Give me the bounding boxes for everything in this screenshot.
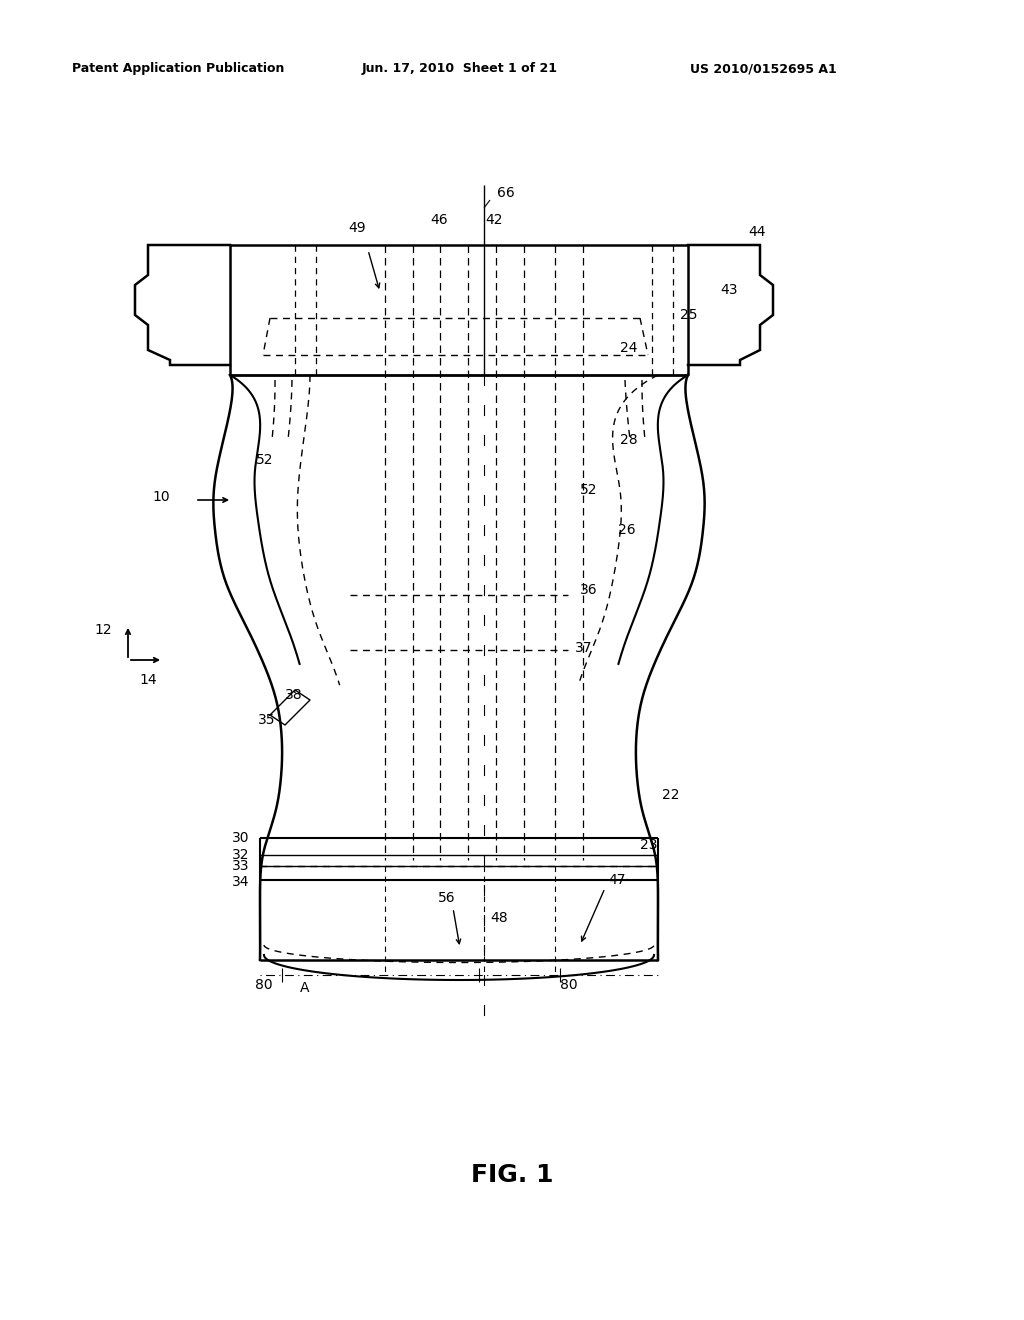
Text: 42: 42 xyxy=(485,213,503,227)
Text: 44: 44 xyxy=(748,224,766,239)
Text: 48: 48 xyxy=(490,911,508,925)
Text: 34: 34 xyxy=(232,875,250,888)
Text: 43: 43 xyxy=(720,282,737,297)
Text: 52: 52 xyxy=(580,483,597,498)
Text: 25: 25 xyxy=(680,308,697,322)
Text: 56: 56 xyxy=(438,891,456,906)
Text: 10: 10 xyxy=(152,490,170,504)
Text: 12: 12 xyxy=(94,623,112,638)
Text: 14: 14 xyxy=(139,673,157,686)
Text: Jun. 17, 2010  Sheet 1 of 21: Jun. 17, 2010 Sheet 1 of 21 xyxy=(362,62,558,75)
Text: 24: 24 xyxy=(620,341,638,355)
Text: 80: 80 xyxy=(560,978,578,993)
Text: 38: 38 xyxy=(285,688,303,702)
Text: US 2010/0152695 A1: US 2010/0152695 A1 xyxy=(690,62,837,75)
Text: A: A xyxy=(300,981,309,995)
Text: 26: 26 xyxy=(618,523,636,537)
Text: 46: 46 xyxy=(430,213,447,227)
Text: 28: 28 xyxy=(620,433,638,447)
Text: 66: 66 xyxy=(497,186,515,201)
Text: 22: 22 xyxy=(662,788,680,803)
Text: FIG. 1: FIG. 1 xyxy=(471,1163,553,1187)
Text: 35: 35 xyxy=(258,713,275,727)
Text: 37: 37 xyxy=(575,642,593,655)
Text: 33: 33 xyxy=(232,859,250,873)
Text: 32: 32 xyxy=(232,847,250,862)
Text: 30: 30 xyxy=(232,832,250,845)
Text: Patent Application Publication: Patent Application Publication xyxy=(72,62,285,75)
Text: 80: 80 xyxy=(255,978,272,993)
Text: 47: 47 xyxy=(608,873,626,887)
Text: 52: 52 xyxy=(256,453,273,467)
Text: 36: 36 xyxy=(580,583,598,597)
Text: 23: 23 xyxy=(640,838,657,851)
Text: 49: 49 xyxy=(348,220,366,235)
